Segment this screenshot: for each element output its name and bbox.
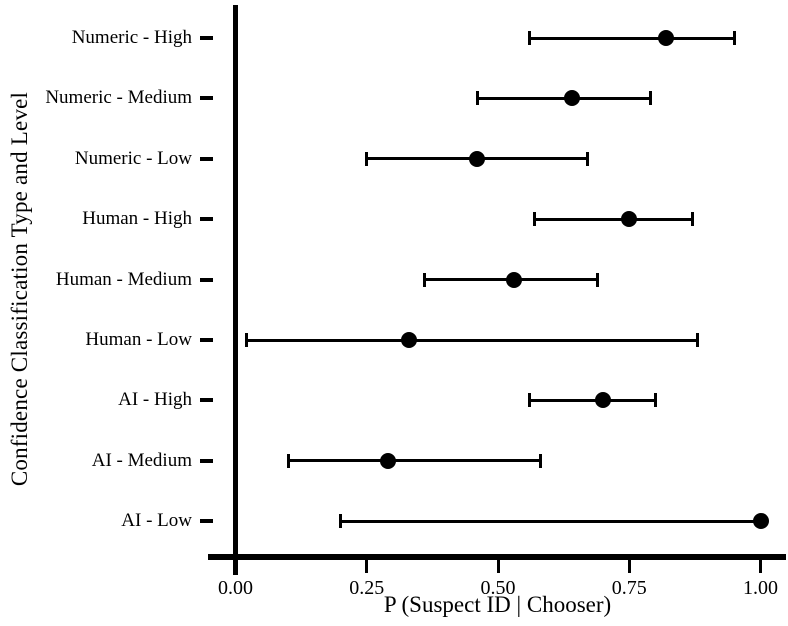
x-tick-label: 0.50 [480,577,516,599]
category-label: Numeric - Low [74,147,192,169]
ci-cap-low [423,272,426,287]
y-tick [200,156,213,161]
point-estimate-dot [621,211,638,228]
category-label: Human - Medium [55,268,192,290]
ci-cap-low [528,31,531,45]
y-tick [200,96,213,101]
point-estimate-dot [469,150,485,167]
x-axis-line [208,554,786,560]
ci-line [288,459,540,463]
ci-cap-high [690,212,694,227]
ci-line [340,519,761,523]
category-label: Human - High [82,208,192,230]
point-estimate-dot [563,90,580,107]
point-estimate-dot [379,452,396,469]
point-estimate-dot [505,271,522,288]
category-label: Numeric - Medium [45,87,192,109]
ci-cap-high [654,393,657,408]
ci-cap-low [244,333,248,347]
ci-line [534,217,693,221]
ci-cap-high [538,453,542,468]
ci-cap-low [475,91,479,106]
ci-cap-low [528,393,531,408]
ci-line [246,338,698,342]
category-label: AI - Low [121,510,192,532]
y-tick [200,36,213,40]
x-tick-label: 1.00 [743,577,778,599]
ci-cap-low [533,212,537,227]
ci-line [529,36,735,40]
y-tick [200,458,213,463]
x-tick [234,560,237,573]
y-tick [200,519,213,524]
point-estimate-dot [752,513,769,530]
ci-cap-high [732,31,736,45]
ci-cap-low [286,453,290,468]
category-label: Human - Low [85,329,192,350]
y-tick [200,277,213,282]
point-estimate-dot [595,392,611,409]
x-tick [496,560,500,573]
category-label: AI - High [118,389,192,411]
y-axis-line [233,5,238,575]
ci-cap-low [365,151,369,166]
x-tick-label: 0.25 [349,577,385,599]
category-label: AI - Medium [91,449,192,471]
x-axis-title: P (Suspect ID | Chooser) [383,592,612,617]
ci-cap-high [648,91,652,106]
point-estimate-dot [658,30,674,46]
y-tick [200,338,213,342]
x-tick-label: 0.75 [611,577,647,599]
category-label: Numeric - High [71,27,192,48]
y-tick [200,217,213,222]
x-tick [759,560,762,573]
ci-cap-high [585,151,589,166]
x-tick [627,560,631,573]
x-tick [365,560,369,573]
y-tick [200,398,213,403]
ci-cap-low [339,514,342,529]
x-tick-label: 0.00 [218,577,253,599]
point-estimate-dot [400,332,417,348]
ci-line [529,398,656,402]
ci-cap-high [696,333,699,347]
ci-cap-high [596,272,600,287]
